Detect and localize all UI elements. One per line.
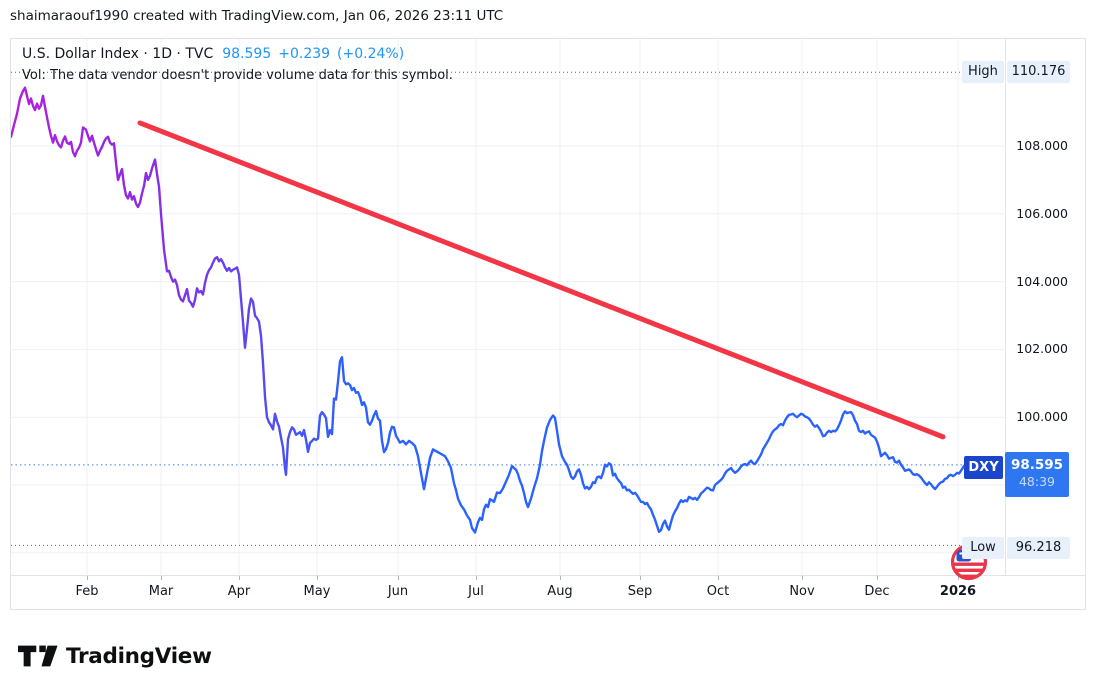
low-label-badge: Low [962,537,1004,559]
time-tick-label: Dec [864,584,890,599]
symbol-price-label: DXY [964,456,1003,479]
bar-countdown: 48:39 [1018,474,1056,489]
time-tick-label: May [303,584,331,599]
high-value-badge: 110.176 [1007,61,1070,83]
time-tick-label: Jun [387,584,409,599]
tradingview-logo-icon [18,645,58,667]
chart-container: U.S. Dollar Index · 1D · TVC 98.595 +0.239… [10,38,1086,610]
quote-values: 98.595 +0.239 (+0.24%) [222,46,411,62]
last-price: 98.595 [222,46,272,62]
price-change: +0.239 [278,46,331,62]
time-tickmark [87,576,88,580]
tradingview-wordmark: TradingView [66,643,212,669]
high-label-badge: High [962,61,1004,83]
price-line-path [11,86,967,534]
time-tickmark [877,576,878,580]
time-tick-label: 2026 [939,584,977,599]
price-tick-label: 102.000 [1016,341,1068,357]
trend-line-drawing [137,120,946,440]
time-axis[interactable]: Feb Mar Apr May Jun Jul Aug Sep Oct Nov Dec 2026 [11,575,1085,609]
price-chart-svg[interactable] [11,39,1005,575]
time-tickmark [476,576,477,580]
time-tickmark [560,576,561,580]
time-tick-label: Sep [627,584,653,599]
time-tickmark [640,576,641,580]
current-price-value: 98.595 [1010,457,1064,473]
time-tick-label: Jul [468,584,484,599]
time-tick-label: Nov [789,584,815,599]
low-value-badge: 96.218 [1007,537,1070,559]
time-tickmark [161,576,162,580]
price-tick-label: 100.000 [1016,409,1068,425]
current-price-badge: 98.595 48:39 [1005,452,1069,497]
time-tick-label: Feb [75,584,99,599]
time-tickmark [317,576,318,580]
attribution-text: shaimaraouf1990 created with TradingView… [10,8,504,24]
time-tickmark [239,576,240,580]
volume-note: Vol: The data vendor doesn't provide vol… [22,68,453,83]
price-tick-label: 108.000 [1016,138,1068,153]
time-tickmark [802,576,803,580]
price-tick-label: 106.000 [1016,205,1068,221]
tradingview-brand[interactable]: TradingView [18,641,212,671]
price-change-percent: (+0.24%) [337,46,405,62]
symbol-title[interactable]: U.S. Dollar Index · 1D · TVC [22,46,214,62]
price-tick-label: 104.000 [1016,273,1068,289]
time-tickmark [718,576,719,580]
time-tick-label: Apr [227,584,251,599]
time-tick-label: Aug [547,584,573,599]
time-tick-label: Oct [706,584,730,599]
time-tickmark [958,576,959,580]
time-tick-label: Mar [148,584,174,599]
time-tickmark [398,576,399,580]
chart-legend: U.S. Dollar Index · 1D · TVC 98.595 +0.239… [22,46,411,62]
